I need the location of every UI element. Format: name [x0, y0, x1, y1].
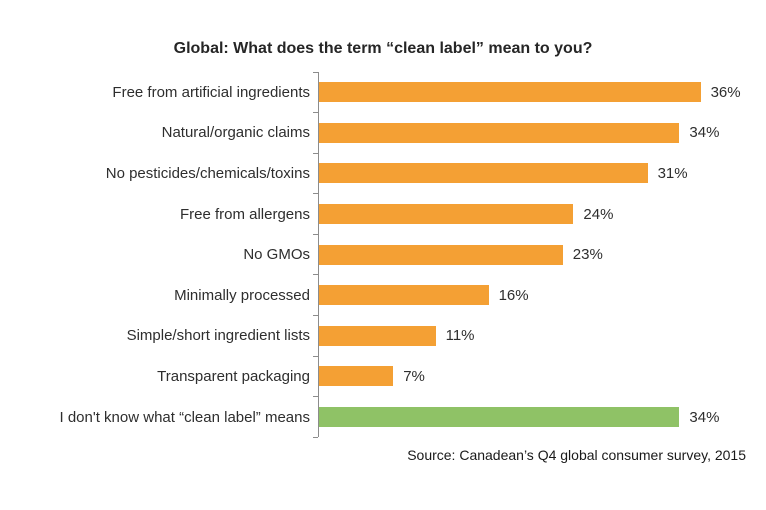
bar-area: 36%	[313, 71, 766, 113]
value-label: 31%	[657, 164, 688, 182]
bar-row: Natural/organic claims 34%	[0, 112, 766, 154]
category-label: No pesticides/chemicals/toxins	[105, 164, 310, 182]
bar-area: 31%	[313, 152, 766, 194]
value-label: 34%	[689, 408, 720, 426]
bar	[319, 163, 648, 184]
bar	[319, 285, 489, 306]
value-label: 16%	[498, 286, 529, 304]
source-note: Source: Canadean’s Q4 global consumer su…	[407, 447, 746, 463]
category-label: Free from artificial ingredients	[112, 83, 310, 101]
category-label: No GMOs	[243, 246, 310, 264]
value-label: 7%	[403, 367, 425, 385]
bar-row: Simple/short ingredient lists 11%	[0, 315, 766, 357]
bar-row: No GMOs 23%	[0, 233, 766, 275]
bar-rows: Free from artificial ingredients 36% Nat…	[0, 71, 766, 438]
value-label: 23%	[572, 246, 603, 264]
bar-row: I don't know what “clean label” means 34…	[0, 396, 766, 438]
category-label: Natural/organic claims	[161, 124, 310, 142]
bar	[319, 325, 436, 346]
bar-area: 16%	[313, 274, 766, 316]
category-label: Simple/short ingredient lists	[126, 327, 310, 345]
category-label: I don't know what “clean label” means	[59, 408, 311, 426]
bar	[319, 407, 680, 428]
bar-area: 23%	[313, 233, 766, 275]
value-label: 24%	[583, 205, 614, 223]
bar-area: 34%	[313, 112, 766, 154]
bar	[319, 204, 574, 225]
bar-row: Minimally processed 16%	[0, 274, 766, 316]
bar-chart: Free from artificial ingredients 36% Nat…	[0, 71, 766, 438]
bar	[319, 82, 701, 103]
bar-area: 24%	[313, 193, 766, 235]
bar-area: 7%	[313, 355, 766, 397]
chart-title: Global: What does the term “clean label”…	[173, 40, 593, 57]
value-label: 34%	[689, 124, 720, 142]
category-label: Transparent packaging	[157, 367, 310, 385]
category-label: Minimally processed	[174, 286, 310, 304]
bar-area: 34%	[313, 396, 766, 438]
bar-row: Free from artificial ingredients 36%	[0, 71, 766, 113]
bar-area: 11%	[313, 315, 766, 357]
value-label: 11%	[445, 327, 475, 345]
value-label: 36%	[710, 83, 741, 101]
bar	[319, 366, 394, 387]
bar-row: Free from allergens 24%	[0, 193, 766, 235]
bar	[319, 122, 680, 143]
bar	[319, 244, 563, 265]
bar-row: No pesticides/chemicals/toxins 31%	[0, 152, 766, 194]
bar-row: Transparent packaging 7%	[0, 355, 766, 397]
category-label: Free from allergens	[179, 205, 310, 223]
